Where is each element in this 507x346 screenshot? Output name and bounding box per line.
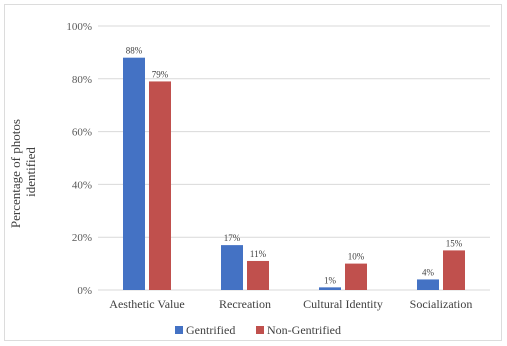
y-axis-tick-labels: 0% 20% 40% 60% 80% 100% xyxy=(66,21,92,297)
data-label: 4% xyxy=(422,267,435,277)
data-labels: 88% 79% 17% 11% 1% 10% 4% 15% xyxy=(126,46,463,286)
bar-non-gentrified-0 xyxy=(149,81,171,290)
data-label: 15% xyxy=(446,238,463,248)
data-label: 88% xyxy=(126,46,143,56)
data-label: 11% xyxy=(250,249,267,259)
data-label: 1% xyxy=(324,275,337,285)
bar-non-gentrified-2 xyxy=(345,263,367,290)
y-tick-label: 20% xyxy=(72,232,92,244)
bar-gentrified-0 xyxy=(123,57,145,291)
x-category-label: Recreation xyxy=(219,297,271,311)
y-tick-label: 60% xyxy=(72,127,92,139)
legend-swatch-gentrified xyxy=(175,326,183,334)
bars xyxy=(123,57,465,291)
data-label: 79% xyxy=(152,69,169,79)
y-axis-title: Percentage of photos identified xyxy=(8,116,38,228)
x-category-label: Socialization xyxy=(410,297,473,311)
chart-frame xyxy=(4,4,502,341)
x-category-label: Cultural Identity xyxy=(303,297,383,311)
bar-gentrified-3 xyxy=(417,279,439,290)
y-axis-title-line-1: Percentage of photos xyxy=(8,119,23,228)
bar-non-gentrified-1 xyxy=(247,260,269,290)
bar-non-gentrified-3 xyxy=(443,250,465,290)
y-tick-label: 40% xyxy=(72,179,92,191)
legend-label-non-gentrified: Non-Gentrified xyxy=(267,323,341,337)
data-label: 10% xyxy=(348,252,365,262)
y-axis-title-line-2: identified xyxy=(23,147,38,197)
data-label: 17% xyxy=(224,233,241,243)
legend: Gentrified Non-Gentrified xyxy=(175,323,341,337)
legend-label-gentrified: Gentrified xyxy=(186,323,235,337)
y-tick-label: 0% xyxy=(77,285,92,297)
x-axis-category-labels: Aesthetic Value Recreation Cultural Identi… xyxy=(109,297,472,311)
legend-swatch-non-gentrified xyxy=(256,326,264,334)
y-tick-label: 80% xyxy=(72,74,92,86)
y-tick-label: 100% xyxy=(66,21,92,33)
x-category-label: Aesthetic Value xyxy=(109,297,184,311)
bar-gentrified-1 xyxy=(221,245,243,290)
bar-gentrified-2 xyxy=(319,287,341,290)
